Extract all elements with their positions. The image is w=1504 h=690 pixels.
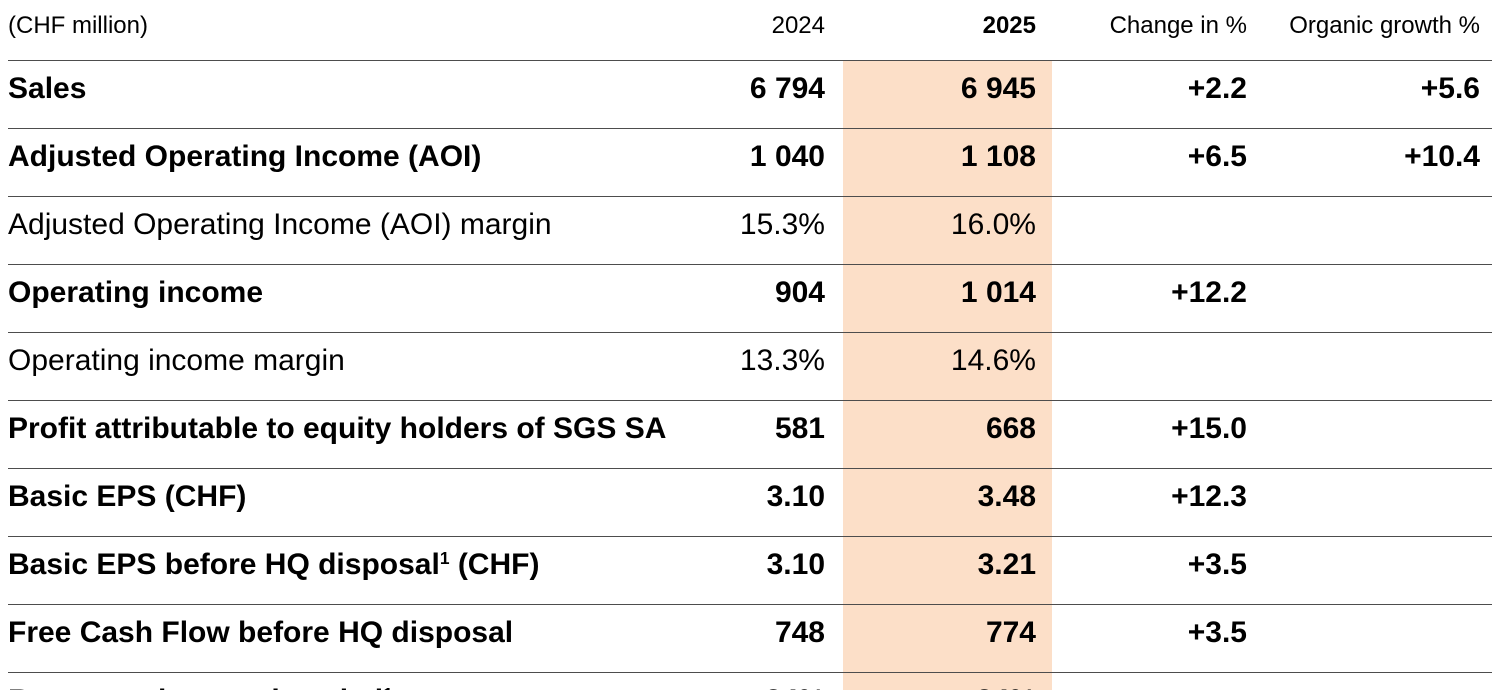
row-label-text: Profit attributable to equity holders of…	[8, 411, 667, 445]
value-2025: 16.0%	[843, 196, 1052, 265]
value-organic-growth-percent	[1260, 672, 1492, 690]
row-label: Adjusted Operating Income (AOI)	[8, 128, 628, 197]
table-row: Adjusted Operating Income (AOI) margin 15…	[8, 196, 1492, 265]
row-label: Basic EPS (CHF)	[8, 468, 628, 537]
value-change-percent: +6.5	[1052, 128, 1260, 197]
row-label-text: Basic EPS before HQ disposal	[8, 547, 440, 581]
value-change-percent: +12.2	[1052, 264, 1260, 333]
value-change-percent: +15.0	[1052, 400, 1260, 469]
value-2024: 6 794	[628, 60, 843, 129]
row-label-text: Operating income margin	[8, 343, 345, 377]
value-organic-growth-percent	[1260, 264, 1492, 333]
value-2025: 3.21	[843, 536, 1052, 605]
value-2025: 668	[843, 400, 1052, 469]
value-2024: 1 040	[628, 128, 843, 197]
financial-results-table: (CHF million) 2024 2025 Change in % Orga…	[8, 0, 1492, 690]
row-label-text: Operating income	[8, 275, 264, 309]
value-organic-growth-percent: +5.6	[1260, 60, 1492, 129]
table-row: Adjusted Operating Income (AOI) 1 040 1 10…	[8, 128, 1492, 197]
row-label-text: Free Cash Flow before HQ disposal	[8, 615, 514, 649]
row-label: Sales	[8, 60, 628, 129]
table-row: Operating income margin 13.3% 14.6%	[8, 332, 1492, 401]
value-organic-growth-percent	[1260, 604, 1492, 673]
value-organic-growth-percent	[1260, 468, 1492, 537]
value-2025: 6 945	[843, 60, 1052, 129]
row-label: Operating income margin	[8, 332, 628, 401]
footnote-superscript: 1	[383, 684, 393, 690]
column-header-organic-growth: Organic growth %	[1289, 12, 1480, 39]
column-header-change: Change in %	[1109, 12, 1247, 39]
table-row: Free Cash Flow before HQ disposal 748 774 +…	[8, 604, 1492, 673]
value-2025: 24%	[843, 672, 1052, 690]
value-2024: 904	[628, 264, 843, 333]
value-2024: 13.3%	[628, 332, 843, 401]
value-organic-growth-percent: +10.4	[1260, 128, 1492, 197]
column-header-2025: 2025	[982, 12, 1036, 39]
row-label-text: Basic EPS (CHF)	[8, 479, 247, 513]
value-change-percent: +3.5	[1052, 604, 1260, 673]
value-2024: 3.10	[628, 536, 843, 605]
column-header-2024: 2024	[771, 12, 825, 39]
row-label-text: Return on invested capital	[8, 684, 383, 690]
value-change-percent	[1052, 672, 1260, 690]
table-row: Basic EPS (CHF) 3.10 3.48 +12.3	[8, 468, 1492, 537]
footnote-superscript: 1	[439, 547, 450, 568]
header-row: (CHF million) 2024 2025 Change in % Orga…	[8, 0, 1492, 61]
row-label: Return on invested capital1	[8, 672, 628, 690]
table-row: Operating income 904 1 014 +12.2	[8, 264, 1492, 333]
row-label-text: Adjusted Operating Income (AOI)	[8, 139, 482, 173]
value-2024: 24%	[628, 672, 843, 690]
value-organic-growth-percent	[1260, 332, 1492, 401]
table-row: Profit attributable to equity holders of…	[8, 400, 1492, 469]
value-2025: 1 014	[843, 264, 1052, 333]
value-change-percent: +2.2	[1052, 60, 1260, 129]
table-row: Return on invested capital124%24%	[8, 672, 1492, 690]
value-change-percent: +3.5	[1052, 536, 1260, 605]
row-label-text: Sales	[8, 71, 87, 105]
row-label: Operating income	[8, 264, 628, 333]
table-row: Basic EPS before HQ disposal1 (CHF) 3.10 3…	[8, 536, 1492, 605]
value-change-percent	[1052, 196, 1260, 265]
row-label-suffix: (CHF)	[449, 547, 540, 581]
value-change-percent	[1052, 332, 1260, 401]
value-2025: 3.48	[843, 468, 1052, 537]
value-organic-growth-percent	[1260, 196, 1492, 265]
row-label: Basic EPS before HQ disposal1 (CHF)	[8, 536, 628, 605]
row-label-text: Adjusted Operating Income (AOI) margin	[8, 207, 552, 241]
value-organic-growth-percent	[1260, 400, 1492, 469]
row-label: Free Cash Flow before HQ disposal	[8, 604, 628, 673]
value-change-percent: +12.3	[1052, 468, 1260, 537]
value-2025: 1 108	[843, 128, 1052, 197]
table-row: Sales 6 794 6 945 +2.2 +5.6	[8, 60, 1492, 129]
row-label: Adjusted Operating Income (AOI) margin	[8, 196, 628, 265]
row-label: Profit attributable to equity holders of…	[8, 400, 666, 469]
value-2024: 15.3%	[628, 196, 843, 265]
value-organic-growth-percent	[1260, 536, 1492, 605]
value-2024: 3.10	[628, 468, 843, 537]
value-2025: 14.6%	[843, 332, 1052, 401]
value-2025: 774	[843, 604, 1052, 673]
value-2024: 581	[628, 400, 843, 469]
value-2024: 748	[628, 604, 843, 673]
unit-label: (CHF million)	[8, 12, 148, 39]
